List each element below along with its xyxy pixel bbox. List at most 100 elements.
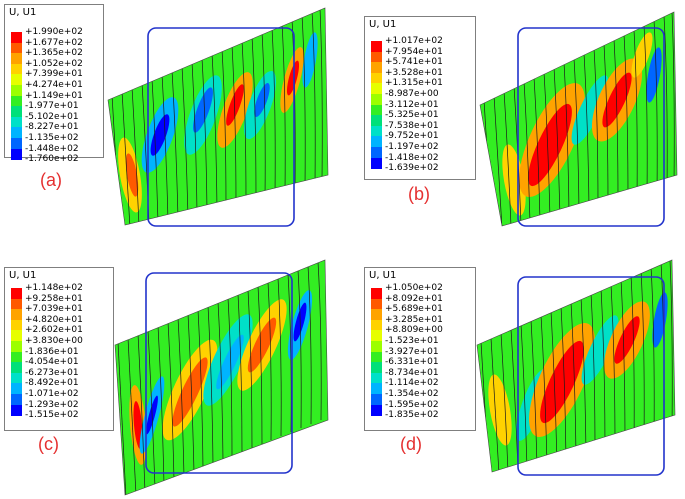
- legend-title-d: U, U1: [369, 270, 397, 281]
- legend-value: -1.135e+02: [25, 133, 79, 143]
- legend-value: -9.752e+01: [385, 131, 439, 142]
- legend-value: -8.492e+01: [25, 378, 79, 389]
- legend-value: +3.528e+01: [385, 67, 443, 78]
- legend-swatch: [11, 298, 22, 310]
- legend-swatch: [371, 372, 382, 384]
- legend-value: +8.092e+01: [385, 293, 443, 304]
- legend-value: +1.149e+01: [25, 90, 83, 101]
- panel-a: U, U1 +1.990e+02 +1.677e+02 +1.365e+02 +1.0…: [0, 0, 342, 250]
- boundary-frame-b: [517, 27, 665, 227]
- panel-label-a: (a): [40, 170, 62, 190]
- legend-value: +7.954e+01: [385, 46, 443, 57]
- legend-value: +1.148e+02: [25, 283, 83, 293]
- legend-value: -6.273e+01: [25, 367, 79, 378]
- legend-value: -1.836e+01: [25, 346, 79, 357]
- legend-swatch: [371, 125, 382, 137]
- contour-plot-b: [479, 11, 678, 227]
- legend-swatch: [11, 116, 22, 128]
- legend-swatch: [11, 42, 22, 54]
- legend-swatch: [371, 72, 382, 84]
- panel-label-c: (c): [38, 434, 59, 454]
- legend-swatch: [371, 51, 382, 63]
- legend-value: -1.448e+02: [25, 143, 79, 154]
- legend-value: -1.523e+01: [385, 336, 439, 346]
- legend-swatch: [371, 394, 382, 406]
- legend-swatch: [11, 95, 22, 107]
- legend-swatch: [371, 41, 382, 53]
- legend-value: +1.315e+01: [385, 78, 443, 89]
- legend-swatch: [371, 83, 382, 95]
- legend-swatch: [11, 288, 22, 300]
- legend-swatch: [11, 309, 22, 321]
- legend-swatch: [11, 319, 22, 331]
- legend-value: +9.258e+01: [25, 293, 83, 304]
- legend-value: -1.293e+02: [25, 399, 79, 410]
- legend-title-c: U, U1: [9, 270, 37, 281]
- legend-swatch: [371, 94, 382, 106]
- panel-b: U, U1 +1.017e+02 +7.954e+01 +5.741e+01 +3.5…: [342, 0, 685, 250]
- legend-swatch: [371, 351, 382, 363]
- legend-swatch: [371, 136, 382, 148]
- legend-swatch: [371, 104, 382, 116]
- legend-value: +2.602e+01: [25, 325, 83, 336]
- legend-value: -1.354e+02: [385, 389, 439, 399]
- legend-swatch: [371, 115, 382, 127]
- legend-value: -1.835e+02: [385, 410, 439, 421]
- legend-swatch: [371, 362, 382, 374]
- legend-swatch: [11, 53, 22, 65]
- legend-swatch: [11, 341, 22, 353]
- legend-value: -1.418e+02: [385, 152, 439, 163]
- legend-value: -3.112e+01: [385, 99, 439, 110]
- legend-value: +5.689e+01: [385, 304, 443, 315]
- legend-swatch: [371, 330, 382, 342]
- legend-value: -8.987e+00: [385, 89, 439, 99]
- legend-swatch: [371, 341, 382, 353]
- legend-value: -6.331e+01: [385, 357, 439, 368]
- boundary-frame-d: [517, 276, 665, 476]
- contour-plot-d: [476, 259, 676, 476]
- boundary-frame-a: [147, 27, 295, 227]
- legend-swatch: [11, 148, 22, 160]
- legend-value: -8.227e+01: [25, 122, 79, 133]
- legend-swatch: [11, 383, 22, 395]
- legend-value: -5.102e+01: [25, 111, 79, 122]
- legend-value: -1.114e+02: [385, 378, 439, 389]
- legend-value: -5.325e+01: [385, 110, 439, 121]
- legend-swatch: [371, 298, 382, 310]
- legend-value: +1.017e+02: [385, 36, 443, 46]
- legend-value: +8.809e+00: [385, 325, 443, 336]
- legend-a: U, U1 +1.990e+02 +1.677e+02 +1.365e+02 +1.0…: [4, 4, 104, 164]
- panel-d: U, U1 +1.050e+02 +8.092e+01 +5.689e+01 +3.2…: [342, 250, 685, 499]
- legend-value: -3.927e+01: [385, 346, 439, 357]
- legend-value: +1.365e+02: [25, 48, 83, 59]
- legend-swatch: [11, 372, 22, 384]
- legend-swatch: [11, 32, 22, 44]
- legend-value: +3.830e+00: [25, 336, 83, 346]
- legend-swatch: [11, 394, 22, 406]
- legend-swatch: [371, 383, 382, 395]
- legend-value: +1.050e+02: [385, 283, 443, 293]
- legend-swatch: [371, 319, 382, 331]
- legend-value: -1.977e+01: [25, 101, 79, 112]
- legend-value: -8.734e+01: [385, 367, 439, 378]
- legend-swatch: [371, 309, 382, 321]
- legend-value: +4.274e+01: [25, 80, 83, 90]
- legend-title-b: U, U1: [369, 19, 397, 30]
- legend-swatch: [11, 74, 22, 86]
- legend-swatch: [11, 127, 22, 139]
- legend-d: U, U1 +1.050e+02 +8.092e+01 +5.689e+01 +3.2…: [364, 267, 476, 431]
- legend-swatch: [371, 288, 382, 300]
- legend-swatch: [371, 147, 382, 159]
- legend-value: +7.399e+01: [25, 69, 83, 80]
- legend-swatch: [371, 157, 382, 169]
- legend-swatch: [11, 106, 22, 118]
- legend-swatch: [11, 362, 22, 374]
- legend-b: U, U1 +1.017e+02 +7.954e+01 +5.741e+01 +3.5…: [364, 16, 476, 180]
- legend-swatch: [11, 404, 22, 416]
- legend-value: -7.538e+01: [385, 120, 439, 131]
- legend-value: +4.820e+01: [25, 314, 83, 325]
- legend-value: -1.515e+02: [25, 410, 79, 421]
- legend-value: -1.639e+02: [385, 163, 439, 174]
- legend-c: U, U1 +1.148e+02 +9.258e+01 +7.039e+01 +4.8…: [4, 267, 114, 431]
- legend-value: -4.054e+01: [25, 357, 79, 368]
